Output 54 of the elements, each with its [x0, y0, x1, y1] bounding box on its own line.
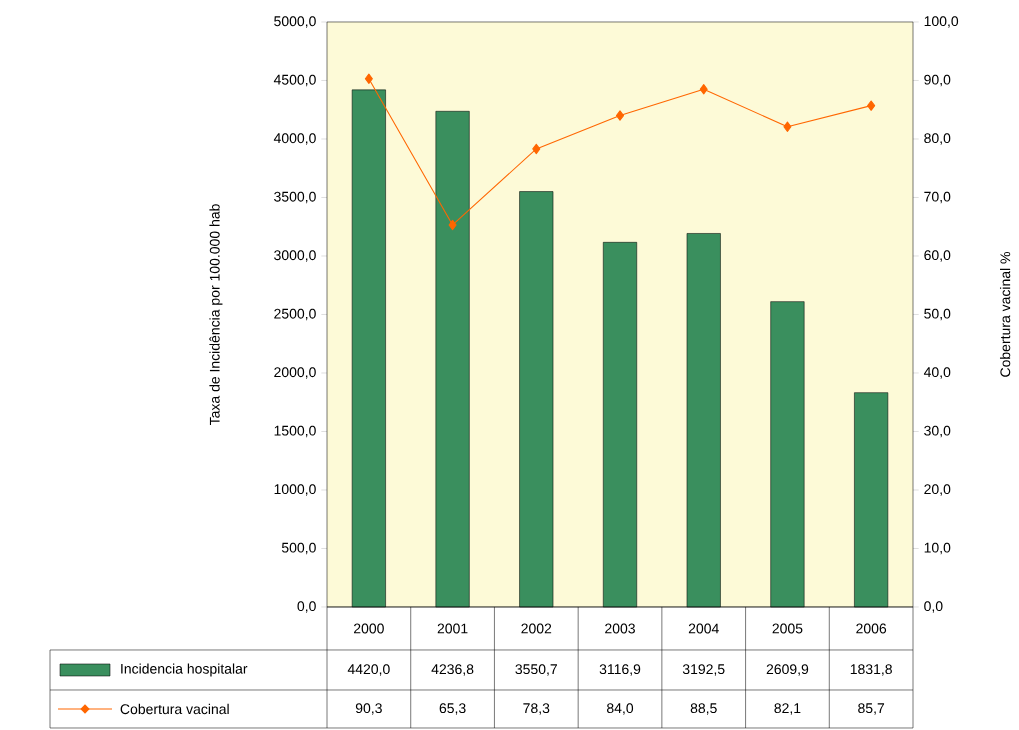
data-label: 3192,5 [682, 664, 725, 676]
y2-tick-label: 80,0 [924, 133, 951, 145]
data-label: 2609,9 [766, 664, 809, 676]
y2-tick-label: 20,0 [924, 484, 951, 496]
y2-tick-label: 30,0 [924, 425, 951, 438]
data-label: 1831,8 [850, 664, 892, 676]
point [699, 84, 708, 95]
x-tick-label: 2005 [772, 623, 803, 634]
point [783, 121, 792, 132]
point [615, 110, 625, 121]
x-tick-label: 2003 [605, 623, 635, 634]
y-tick-label: 0,0 [297, 601, 316, 613]
y2-tick-label: 60,0 [924, 250, 951, 262]
y-tick-label: 3500,0 [274, 191, 316, 204]
y-tick-label: 2000,0 [274, 367, 316, 379]
y-tick-label: 2500,0 [274, 308, 316, 321]
x-tick-label: 2002 [521, 623, 552, 634]
data-label: 65,3 [439, 703, 466, 715]
y2-tick-label: 50,0 [924, 308, 951, 321]
data-label: 82,1 [774, 703, 801, 715]
point [364, 73, 373, 84]
x-tick-label: 2000 [354, 623, 384, 634]
data-label: 4236,8 [431, 664, 474, 676]
y-tick-label: 1500,0 [274, 425, 316, 438]
y2-tick-label: 40,0 [923, 367, 951, 379]
legend-label: Incidencia hospitalar [121, 663, 248, 677]
data-label: 4420,0 [347, 664, 390, 676]
point [867, 100, 876, 111]
y-tick-label: 5000,0 [274, 16, 316, 28]
legend-label: Cobertura vacinal [120, 703, 229, 715]
x-tick-label: 2001 [437, 623, 468, 634]
data-label: 78,3 [523, 703, 550, 715]
y2-tick-label: 90,0 [924, 74, 951, 87]
data-label: 90,3 [355, 703, 382, 715]
point [532, 143, 541, 155]
y2-tick-label: 0,0 [924, 601, 943, 613]
y2-tick-label: 100,0 [924, 16, 959, 28]
y2-tick-label: 10,0 [924, 542, 951, 555]
data-label: 85,7 [858, 703, 885, 715]
x-tick-label: 2004 [688, 623, 719, 634]
y-tick-label: 4500,0 [273, 74, 316, 87]
data-label: 84,0 [606, 703, 634, 715]
y2-axis-title: Cobertura vacinal % [999, 251, 1011, 377]
data-label: 3116,9 [599, 664, 641, 676]
y-tick-label: 500,0 [281, 542, 316, 555]
x-tick-label: 2006 [856, 623, 887, 634]
data-label: 3550,7 [515, 664, 557, 676]
y-tick-label: 3000,0 [274, 250, 316, 262]
y2-tick-label: 70,0 [924, 191, 951, 204]
y-tick-label: 1000,0 [274, 484, 316, 496]
data-label: 88,5 [690, 703, 717, 715]
point [448, 219, 457, 231]
y-axis-title: Taxa de Incidência por 100.000 hab [209, 204, 223, 426]
y-tick-label: 4000,0 [273, 133, 316, 145]
